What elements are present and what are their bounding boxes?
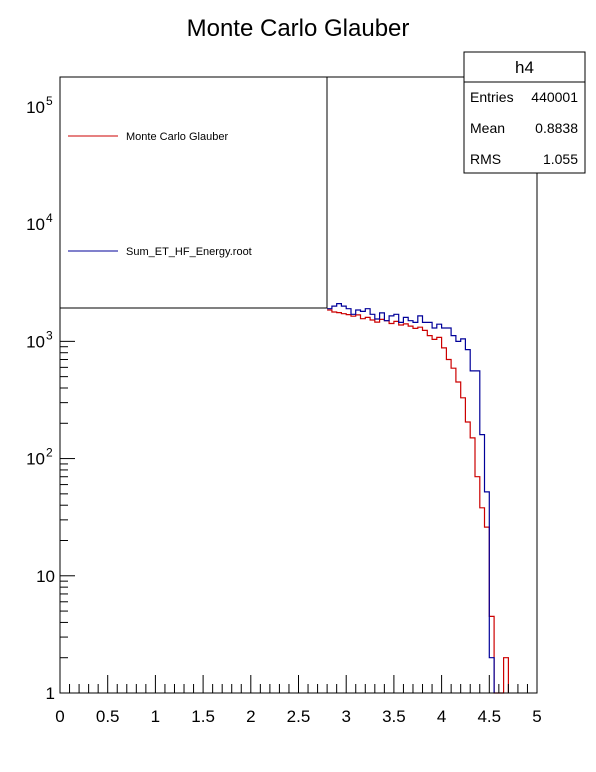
- y-tick-label: 10: [26, 215, 45, 234]
- stats-mean-value: 0.8838: [535, 120, 578, 136]
- x-tick-label: 3: [341, 707, 350, 726]
- y-tick-label: 1: [46, 684, 55, 703]
- y-tick-exponent: 5: [46, 94, 53, 108]
- stats-rms-value: 1.055: [543, 151, 578, 167]
- stats-rms-label: RMS: [470, 151, 501, 167]
- x-tick-label: 3.5: [382, 707, 406, 726]
- x-tick-label: 4.5: [477, 707, 501, 726]
- x-tick-label: 2.5: [287, 707, 311, 726]
- legend: Monte Carlo Glauber Sum_ET_HF_Energy.roo…: [59, 76, 328, 309]
- y-tick-label: 10: [26, 98, 45, 117]
- y-tick-exponent: 2: [46, 446, 53, 460]
- x-tick-label: 4: [437, 707, 446, 726]
- stats-entries-value: 440001: [531, 89, 578, 105]
- stats-box-name: h4: [515, 58, 534, 77]
- x-tick-label: 1.5: [191, 707, 215, 726]
- chart-title: Monte Carlo Glauber: [187, 15, 410, 42]
- legend-label-sum-et: Sum_ET_HF_Energy.root: [126, 246, 252, 258]
- stats-entries-label: Entries: [470, 89, 514, 105]
- x-tick-label: 1: [151, 707, 160, 726]
- x-tick-label: 0: [55, 707, 64, 726]
- x-tick-label: 0.5: [96, 707, 120, 726]
- stats-mean-label: Mean: [470, 120, 505, 136]
- x-tick-label: 5: [532, 707, 541, 726]
- legend-label-monte-carlo: Monte Carlo Glauber: [126, 131, 228, 143]
- series-layer: [327, 303, 509, 694]
- x-axis: 0 0.5 1 1.5 2 2.5 3 3.5 4 4.5 5: [55, 675, 542, 726]
- stats-box-frame: [463, 51, 586, 174]
- y-tick-exponent: 4: [46, 211, 53, 225]
- series-line-monte-carlo: [327, 309, 509, 694]
- y-tick-label: 10: [26, 332, 45, 351]
- y-tick-label: 10: [26, 450, 45, 469]
- y-tick-label: 10: [36, 567, 55, 586]
- x-tick-label: 2: [246, 707, 255, 726]
- y-tick-exponent: 3: [46, 328, 53, 342]
- stats-box: h4 Entries 440001 Mean 0.8838 RMS 1.055: [463, 51, 586, 174]
- legend-box: [59, 76, 328, 309]
- series-line-sum-et: [327, 303, 495, 693]
